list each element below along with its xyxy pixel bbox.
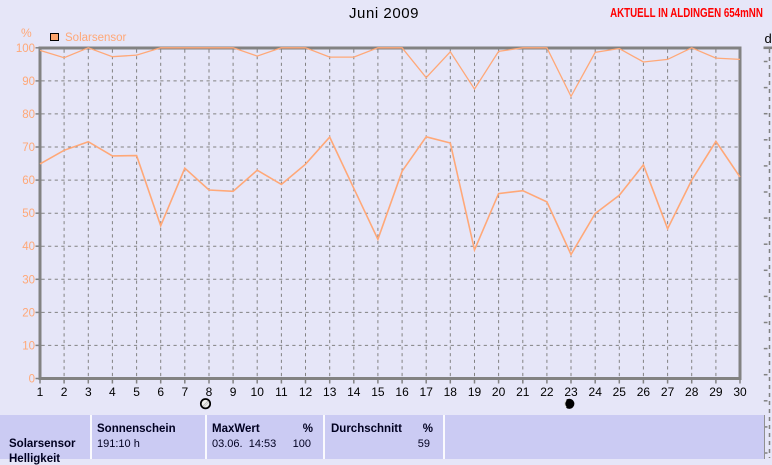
svg-text:6: 6 bbox=[157, 385, 164, 399]
svg-text:20: 20 bbox=[492, 385, 506, 399]
svg-text:12: 12 bbox=[299, 385, 313, 399]
svg-text:10: 10 bbox=[251, 385, 265, 399]
svg-text:3: 3 bbox=[85, 385, 92, 399]
svg-text:8: 8 bbox=[206, 385, 213, 399]
svg-text:21: 21 bbox=[516, 385, 530, 399]
svg-text:27: 27 bbox=[661, 385, 675, 399]
svg-text:9: 9 bbox=[230, 385, 237, 399]
svg-text:2: 2 bbox=[61, 385, 68, 399]
svg-text:17: 17 bbox=[420, 385, 434, 399]
svg-text:70: 70 bbox=[22, 142, 35, 154]
svg-text:50: 50 bbox=[22, 208, 35, 220]
svg-text:29: 29 bbox=[709, 385, 723, 399]
svg-text:18: 18 bbox=[444, 385, 458, 399]
svg-text:0: 0 bbox=[29, 374, 35, 386]
svg-text:23: 23 bbox=[564, 385, 578, 399]
svg-text:30: 30 bbox=[733, 385, 747, 399]
svg-text:5: 5 bbox=[133, 385, 140, 399]
svg-text:14: 14 bbox=[347, 385, 361, 399]
svg-text:60: 60 bbox=[22, 175, 35, 187]
svg-text:24: 24 bbox=[589, 385, 603, 399]
svg-text:13: 13 bbox=[323, 385, 337, 399]
svg-text:10: 10 bbox=[22, 340, 35, 352]
svg-text:11: 11 bbox=[275, 385, 288, 399]
svg-text:40: 40 bbox=[22, 241, 35, 253]
svg-text:22: 22 bbox=[540, 385, 554, 399]
svg-text:90: 90 bbox=[22, 76, 35, 88]
svg-text:80: 80 bbox=[22, 109, 35, 121]
svg-text:30: 30 bbox=[22, 274, 35, 286]
svg-text:7: 7 bbox=[181, 385, 188, 399]
svg-text:100: 100 bbox=[16, 43, 35, 55]
svg-text:28: 28 bbox=[685, 385, 699, 399]
svg-text:19: 19 bbox=[468, 385, 482, 399]
svg-text:1: 1 bbox=[37, 385, 44, 399]
svg-text:20: 20 bbox=[22, 307, 35, 319]
svg-text:15: 15 bbox=[371, 385, 385, 399]
svg-text:26: 26 bbox=[637, 385, 651, 399]
svg-text:4: 4 bbox=[109, 385, 116, 399]
svg-text:16: 16 bbox=[395, 385, 409, 399]
svg-text:25: 25 bbox=[613, 385, 627, 399]
